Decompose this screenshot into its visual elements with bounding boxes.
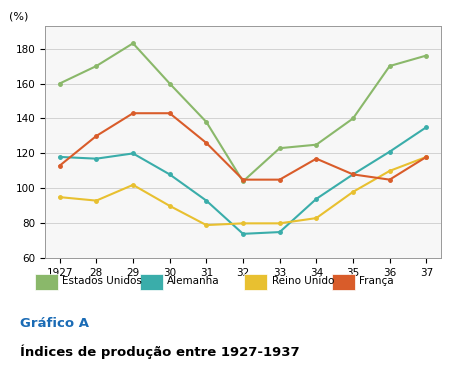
Text: Gráfico A: Gráfico A: [20, 317, 89, 330]
FancyBboxPatch shape: [244, 274, 267, 290]
FancyBboxPatch shape: [35, 274, 58, 290]
Text: Alemanha: Alemanha: [167, 276, 220, 286]
Text: (%): (%): [9, 11, 29, 21]
FancyBboxPatch shape: [140, 274, 163, 290]
Text: Estados Unidos: Estados Unidos: [62, 276, 142, 286]
Text: Reino Unido: Reino Unido: [271, 276, 334, 286]
Text: Índices de produção entre 1927-1937: Índices de produção entre 1927-1937: [20, 344, 299, 359]
FancyBboxPatch shape: [332, 274, 355, 290]
Text: França: França: [360, 276, 394, 286]
